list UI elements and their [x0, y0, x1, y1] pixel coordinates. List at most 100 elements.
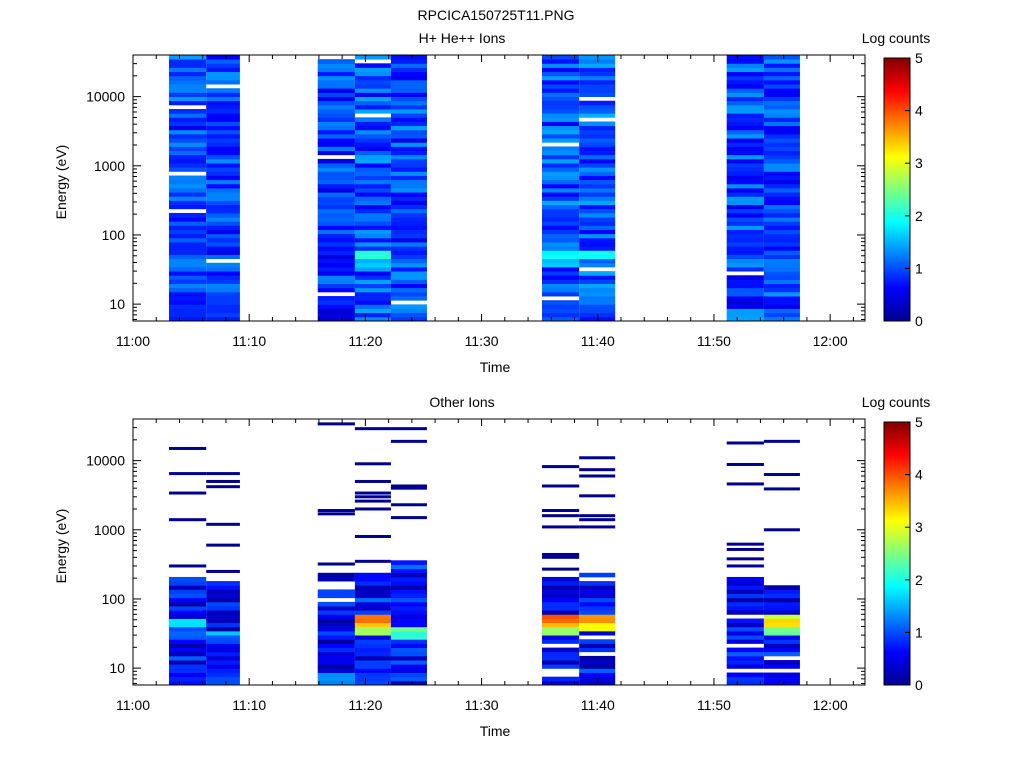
panel-2: 11:00 11:10 11:20 11:30 11:40 11:50 12:00Time1…: [53, 394, 930, 739]
data-cell: [354, 96, 391, 102]
sparse-count-line: [579, 525, 616, 529]
data-cell: [169, 154, 207, 160]
data-cell: [726, 229, 764, 235]
data-cell: [206, 680, 240, 686]
data-cell: [763, 217, 800, 222]
data-cell: [726, 212, 764, 218]
data-cell: [169, 647, 207, 653]
data-cell: [541, 597, 580, 603]
data-cell: [317, 246, 355, 251]
data-cell: [354, 660, 391, 665]
data-cell: [763, 175, 800, 181]
data-cell: [317, 188, 355, 193]
data-cell: [726, 589, 764, 594]
sparse-count-line: [541, 525, 580, 529]
data-cell: [354, 601, 391, 607]
sparse-count-line: [354, 507, 391, 511]
data-cell: [390, 171, 427, 176]
data-cell: [354, 304, 391, 309]
data-cell: [169, 237, 207, 243]
data-cell: [354, 672, 391, 678]
data-cell: [726, 622, 764, 628]
data-cell: [763, 601, 800, 607]
data-cell: [354, 597, 391, 603]
data-cell: [206, 175, 240, 181]
data-cell: [317, 242, 355, 247]
data-cell: [317, 676, 355, 682]
data-cell: [763, 113, 800, 118]
sparse-count-line: [169, 518, 207, 522]
panel-1: 11:00 11:10 11:20 11:30 11:40 11:50 12:00Time1…: [53, 30, 930, 375]
data-cell: [763, 676, 800, 682]
data-cell: [579, 104, 616, 110]
data-column-7: [579, 55, 616, 322]
data-cell: [390, 266, 427, 272]
data-cell: [317, 308, 355, 314]
data-cell: [579, 296, 616, 301]
data-cell: [390, 71, 427, 77]
data-cell: [579, 237, 616, 243]
data-cell: [390, 655, 427, 661]
data-cell: [763, 610, 800, 615]
data-cell: [206, 622, 240, 628]
x-axis: 11:00 11:10 11:20 11:30 11:40 11:50 12:00 Time: [116, 55, 854, 375]
data-cell: [317, 655, 355, 661]
data-cell: [763, 104, 800, 110]
colorbar-tick-label: 4: [915, 467, 923, 483]
data-cell: [390, 208, 427, 214]
data-cell: [763, 109, 800, 114]
data-cell: [169, 96, 207, 102]
data-cell: [579, 271, 616, 276]
data-cell: [206, 262, 240, 268]
data-cell: [169, 664, 207, 669]
data-cell: [541, 59, 580, 64]
data-cell: [354, 158, 391, 164]
data-cell: [726, 217, 764, 222]
data-cell: [390, 237, 427, 243]
data-cell: [390, 283, 427, 289]
sparse-count-line: [390, 427, 427, 431]
data-cell: [726, 84, 764, 89]
data-cell: [726, 183, 764, 189]
data-cell: [541, 246, 580, 251]
data-cell: [169, 618, 207, 624]
data-cell: [169, 175, 207, 181]
data-cell: [354, 133, 391, 139]
data-cell: [354, 217, 391, 222]
data-cell: [390, 96, 427, 102]
data-cell: [354, 296, 391, 301]
data-cell: [317, 167, 355, 172]
data-cell: [763, 651, 800, 657]
colorbar-tick-label: 3: [915, 519, 923, 535]
data-cell: [354, 233, 391, 239]
data-cell: [726, 593, 764, 599]
data-cell: [206, 655, 240, 661]
data-cell: [169, 196, 207, 201]
sparse-count-line: [354, 495, 391, 499]
data-cell: [541, 304, 580, 309]
data-cell: [354, 154, 391, 160]
data-cell: [354, 71, 391, 77]
data-cell: [317, 225, 355, 230]
data-cell: [169, 283, 207, 289]
data-cell: [390, 79, 427, 85]
data-cell: [726, 142, 764, 147]
data-cell: [763, 308, 800, 314]
data-cell: [206, 618, 240, 624]
data-cell: [390, 576, 427, 582]
data-cell: [317, 589, 355, 594]
data-cell: [390, 660, 427, 665]
data-cell: [169, 643, 207, 648]
sparse-count-line: [579, 494, 616, 498]
data-cell: [390, 618, 427, 624]
sparse-count-line: [726, 482, 764, 486]
sparse-count-line: [390, 486, 427, 490]
data-cell: [579, 610, 616, 615]
data-cell: [390, 680, 427, 686]
data-cell: [579, 63, 616, 68]
data-cell: [541, 237, 580, 243]
data-cell: [390, 572, 427, 578]
data-cell: [763, 279, 800, 284]
data-cell: [763, 237, 800, 243]
data-cell: [206, 304, 240, 309]
